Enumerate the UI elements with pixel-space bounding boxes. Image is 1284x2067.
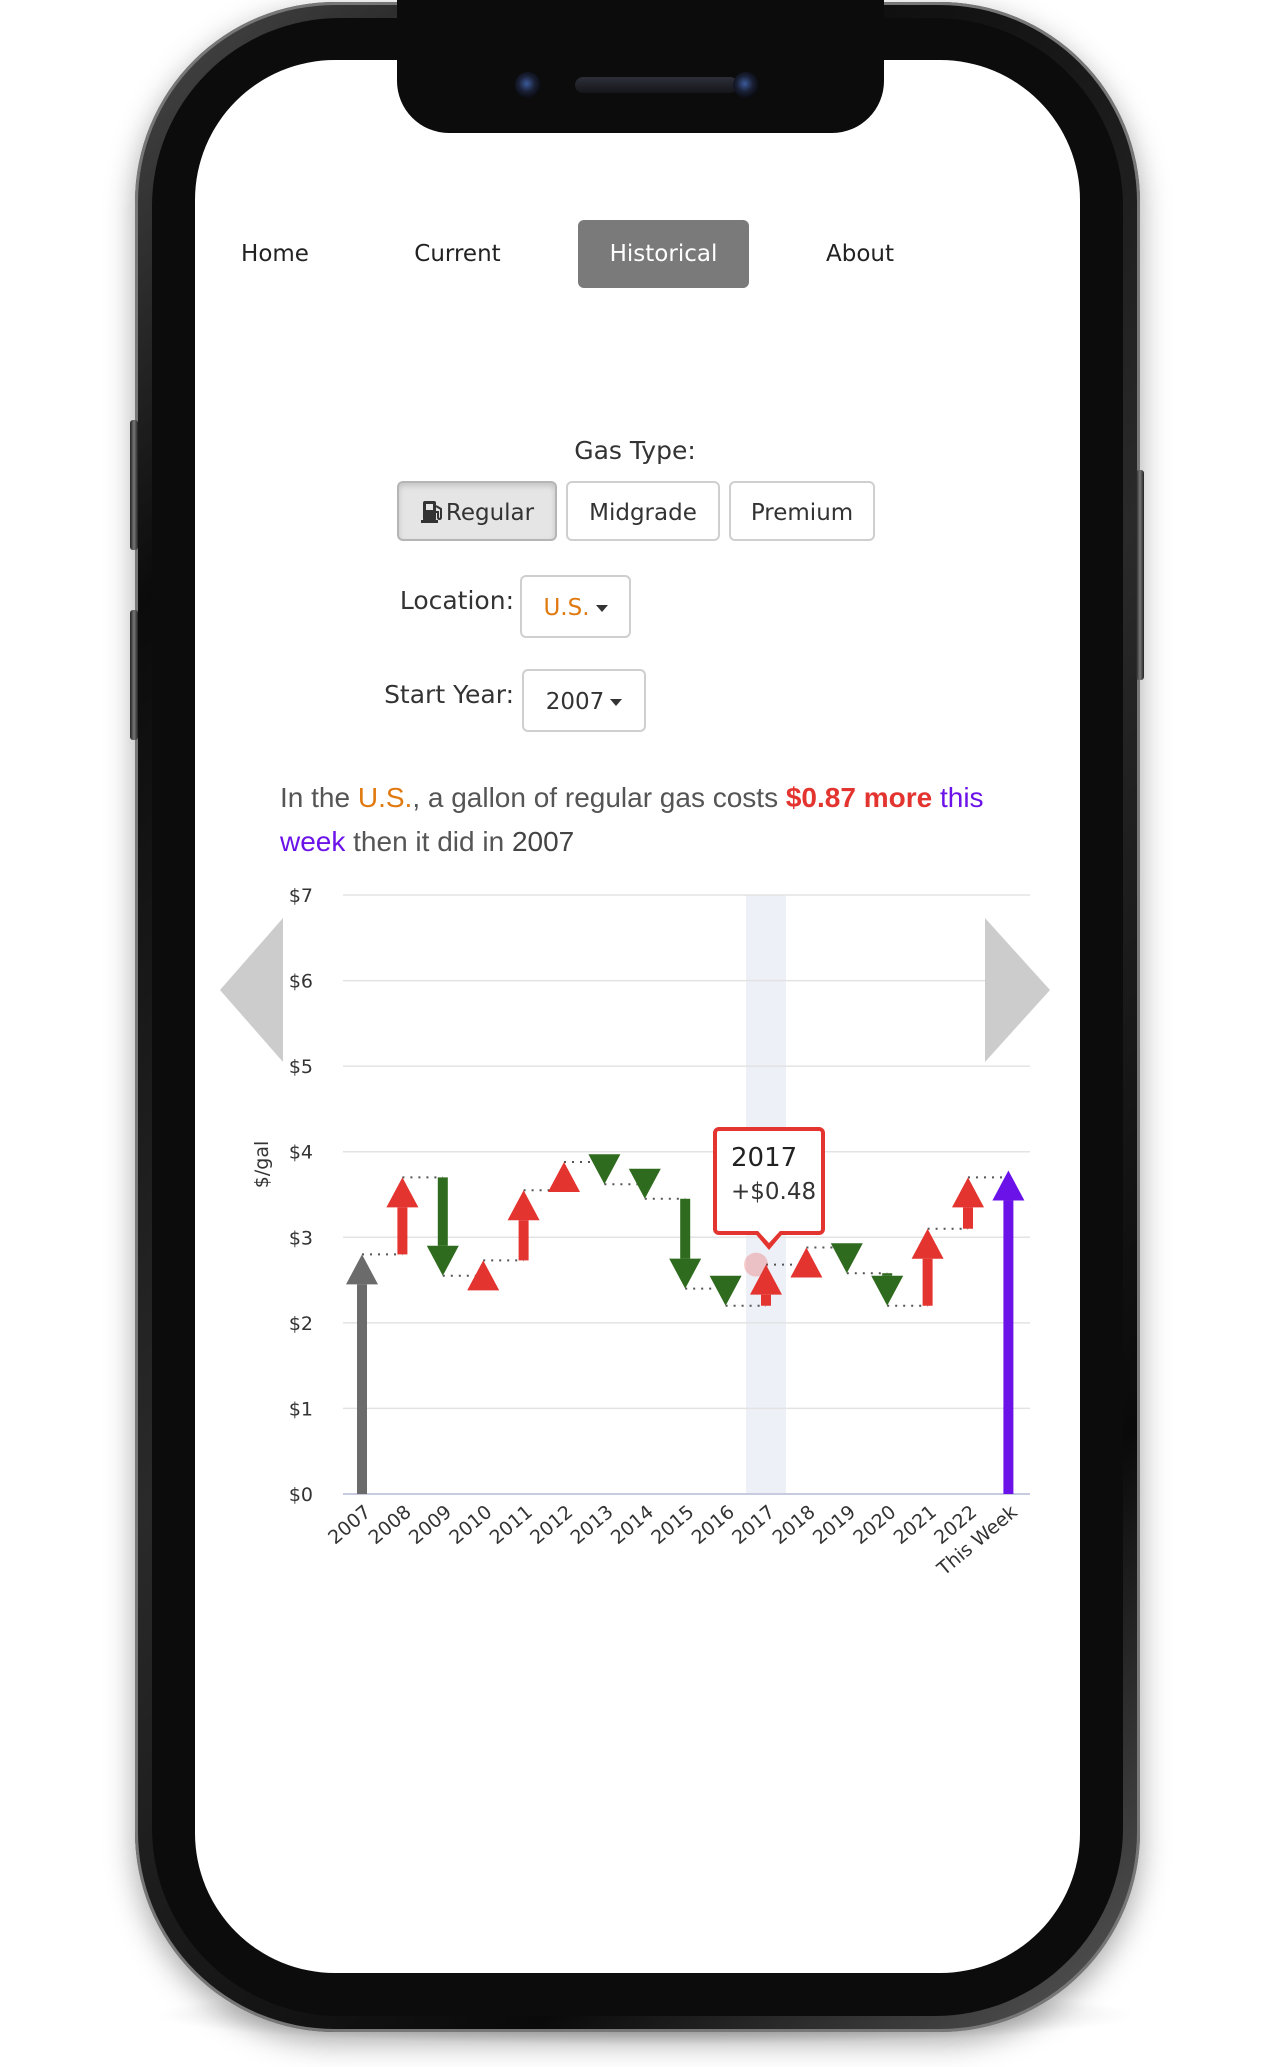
y-tick-label: $0 (289, 1484, 313, 1506)
increase-arrow-shaft (518, 1220, 529, 1261)
decrease-arrow (588, 1154, 621, 1185)
summary-year: 2007 (511, 826, 575, 857)
sensor-icon (733, 72, 759, 98)
chart-tooltip: 2017 +$0.48 (713, 1127, 825, 1235)
y-tick-label: $3 (289, 1227, 313, 1249)
notch (397, 0, 884, 133)
decrease-arrow (830, 1243, 863, 1274)
y-tick-label: $5 (289, 1056, 313, 1078)
decrease-arrow (709, 1275, 742, 1306)
increase-arrow-shaft (761, 1294, 771, 1306)
y-tick-label: $7 (289, 885, 313, 907)
increase-arrow (386, 1177, 419, 1208)
start-price-arrow-shaft (357, 1284, 367, 1494)
y-tick-label: $2 (289, 1313, 313, 1335)
nav-home[interactable]: Home (241, 241, 309, 267)
summary-location: U.S. (357, 782, 413, 813)
y-axis-title: $/gal (251, 1141, 273, 1188)
summary-amount: $0.87 more (785, 782, 933, 813)
increase-arrow-shaft (922, 1258, 933, 1306)
increase-arrow-shaft (963, 1207, 973, 1229)
gas-pump-icon (420, 501, 442, 523)
nav-current[interactable]: Current (414, 241, 501, 267)
chevron-down-icon (595, 605, 608, 612)
previous-arrow-icon[interactable] (220, 918, 283, 1062)
start-year-dropdown[interactable]: 2007 (522, 669, 646, 732)
summary-text: In the (280, 782, 358, 813)
nav-historical[interactable]: Historical (578, 220, 749, 288)
summary-text: then it did in (345, 826, 512, 857)
increase-arrow-shaft (397, 1207, 408, 1255)
volume-up-button (130, 420, 138, 550)
power-button (1136, 470, 1144, 680)
current-price-arrow (992, 1170, 1025, 1201)
summary-period: this week (280, 782, 984, 857)
decrease-arrow-shaft (680, 1198, 691, 1259)
summary-text: , a gallon of regular gas costs (412, 782, 786, 813)
decrease-arrow (426, 1245, 459, 1276)
decrease-arrow (628, 1168, 661, 1199)
chart-marks (346, 1154, 1025, 1494)
highlight-point (744, 1252, 768, 1277)
increase-arrow (911, 1228, 944, 1259)
increase-arrow (467, 1260, 500, 1291)
decrease-arrow-shaft (437, 1177, 448, 1246)
speaker-grill (575, 77, 738, 93)
gas-type-regular-button[interactable]: Regular (397, 481, 557, 541)
volume-down-button (130, 610, 138, 740)
start-year-label: Start Year: (384, 680, 514, 709)
gas-type-midgrade-button[interactable]: Midgrade (566, 481, 720, 541)
y-tick-label: $4 (289, 1142, 313, 1164)
gas-type-premium-button[interactable]: Premium (729, 481, 875, 541)
increase-arrow (790, 1247, 823, 1278)
decrease-arrow-shaft (882, 1273, 893, 1276)
y-tick-label: $6 (289, 971, 313, 993)
front-camera-icon (515, 72, 541, 98)
gas-type-label: Gas Type: (574, 436, 696, 465)
tooltip-year: 2017 (731, 1143, 798, 1173)
gas-type-regular-label: Regular (445, 500, 535, 526)
increase-arrow (548, 1161, 580, 1192)
current-price-arrow-shaft (1003, 1200, 1014, 1494)
nav-about[interactable]: About (825, 241, 894, 267)
price-summary: In the U.S., a gallon of regular gas cos… (280, 776, 1040, 864)
location-label: Location: (399, 586, 514, 615)
increase-arrow (750, 1264, 782, 1295)
next-arrow-icon[interactable] (985, 918, 1050, 1062)
decrease-arrow (669, 1258, 702, 1289)
chevron-down-icon (610, 699, 623, 706)
tooltip-value: +$0.48 (731, 1179, 817, 1205)
start-year-value: 2007 (545, 689, 605, 715)
location-dropdown[interactable]: U.S. (520, 575, 631, 638)
increase-arrow (507, 1190, 540, 1221)
phone-screen (195, 60, 1080, 1973)
increase-arrow (952, 1177, 984, 1208)
start-price-arrow (346, 1254, 378, 1285)
decrease-arrow (871, 1275, 904, 1306)
y-tick-label: $1 (289, 1398, 313, 1420)
location-value: U.S. (543, 595, 590, 621)
